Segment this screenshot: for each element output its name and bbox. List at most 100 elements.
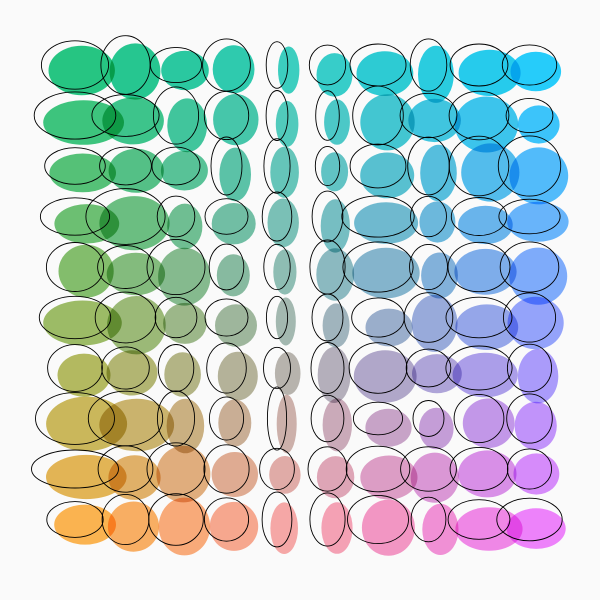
filled-ellipse: [352, 247, 420, 299]
outline-ellipse: [206, 342, 247, 394]
outline-ellipse: [97, 245, 154, 289]
outline-ellipse: [314, 145, 341, 187]
filled-ellipse: [517, 349, 559, 404]
filled-ellipse: [273, 249, 297, 295]
outline-ellipse: [146, 238, 206, 296]
filled-ellipse: [365, 408, 412, 447]
outline-ellipse: [35, 392, 115, 445]
filled-ellipse: [418, 45, 454, 103]
filled-ellipse: [108, 455, 161, 500]
filled-ellipse: [211, 452, 258, 497]
filled-ellipse: [316, 456, 355, 499]
outline-ellipse: [409, 38, 448, 92]
filled-ellipse: [215, 304, 257, 347]
filled-ellipse: [365, 308, 413, 347]
outline-ellipse: [40, 40, 110, 90]
outline-ellipse: [449, 446, 509, 492]
filled-ellipse: [99, 398, 175, 452]
outline-ellipse: [204, 198, 249, 235]
outline-ellipse: [506, 343, 553, 393]
outline-ellipse: [156, 195, 196, 238]
outline-ellipse: [261, 191, 293, 242]
filled-ellipse: [324, 99, 350, 145]
outline-ellipse: [210, 136, 243, 196]
outline-ellipse: [44, 147, 106, 185]
outline-ellipse: [447, 499, 511, 540]
outline-ellipse: [265, 90, 289, 141]
outline-ellipse: [310, 394, 345, 443]
filled-ellipse: [506, 508, 566, 549]
filled-ellipse: [166, 398, 205, 454]
outline-ellipse: [403, 292, 454, 343]
filled-ellipse: [270, 502, 299, 554]
outline-ellipse: [409, 243, 448, 291]
outline-ellipse: [204, 298, 249, 337]
filled-ellipse: [49, 153, 117, 193]
filled-ellipse: [455, 304, 519, 351]
outline-ellipse: [449, 43, 509, 87]
filled-ellipse: [360, 455, 418, 500]
outline-ellipse: [154, 296, 198, 339]
outline-ellipse: [259, 447, 295, 491]
outline-ellipse: [496, 497, 563, 542]
outline-ellipse: [506, 448, 553, 490]
outline-ellipse: [263, 243, 291, 291]
outline-ellipse: [311, 293, 344, 342]
outline-ellipse: [263, 138, 291, 194]
outline-ellipse: [412, 400, 445, 437]
filled-ellipse: [106, 252, 166, 296]
outline-ellipse: [445, 345, 513, 391]
outline-ellipse: [156, 390, 196, 447]
filled-ellipse: [43, 100, 124, 145]
outline-ellipse: [505, 97, 554, 134]
filled-ellipse: [509, 147, 569, 205]
outline-ellipse: [261, 491, 293, 548]
filled-ellipse: [411, 294, 458, 352]
filled-ellipse: [507, 296, 564, 350]
outline-ellipse: [38, 295, 112, 340]
filled-ellipse: [410, 452, 459, 503]
outline-ellipse: [410, 195, 447, 238]
outline-ellipse: [497, 135, 562, 197]
outline-ellipse: [445, 296, 513, 339]
outline-ellipse: [94, 291, 157, 344]
outline-ellipse: [265, 295, 289, 340]
outline-ellipse: [263, 346, 291, 390]
outline-ellipse: [39, 197, 111, 236]
filled-ellipse: [54, 504, 116, 545]
filled-ellipse: [270, 146, 299, 198]
filled-ellipse: [317, 347, 351, 403]
outline-ellipse: [91, 94, 160, 137]
filled-ellipse: [216, 254, 250, 297]
filled-ellipse: [455, 507, 523, 551]
outline-ellipse: [203, 444, 250, 494]
filled-ellipse: [158, 497, 211, 556]
outline-ellipse: [348, 342, 408, 394]
filled-ellipse: [356, 51, 414, 96]
filled-ellipse: [102, 97, 164, 145]
filled-ellipse: [57, 353, 111, 397]
outline-ellipse: [45, 242, 105, 292]
outline-ellipse: [31, 449, 119, 489]
filled-ellipse: [316, 53, 353, 97]
outline-ellipse: [341, 195, 415, 238]
filled-ellipse: [269, 456, 301, 494]
outline-ellipse: [99, 146, 152, 186]
outline-ellipse: [448, 135, 510, 197]
filled-ellipse: [454, 248, 517, 295]
outline-ellipse: [203, 90, 250, 141]
filled-ellipse: [158, 247, 211, 306]
outline-ellipse: [47, 344, 103, 392]
outline-ellipse: [46, 501, 104, 538]
filled-ellipse: [421, 252, 458, 299]
filled-ellipse: [509, 247, 568, 305]
outline-ellipse: [453, 393, 505, 444]
outline-ellipse: [97, 445, 154, 493]
filled-ellipse: [219, 147, 251, 202]
filled-ellipse: [461, 143, 520, 202]
outlined-ellipses: [31, 35, 563, 548]
filled-ellipse: [212, 45, 255, 94]
outline-ellipse: [410, 496, 447, 543]
outline-ellipse: [309, 492, 346, 547]
filled-ellipse: [420, 144, 457, 202]
